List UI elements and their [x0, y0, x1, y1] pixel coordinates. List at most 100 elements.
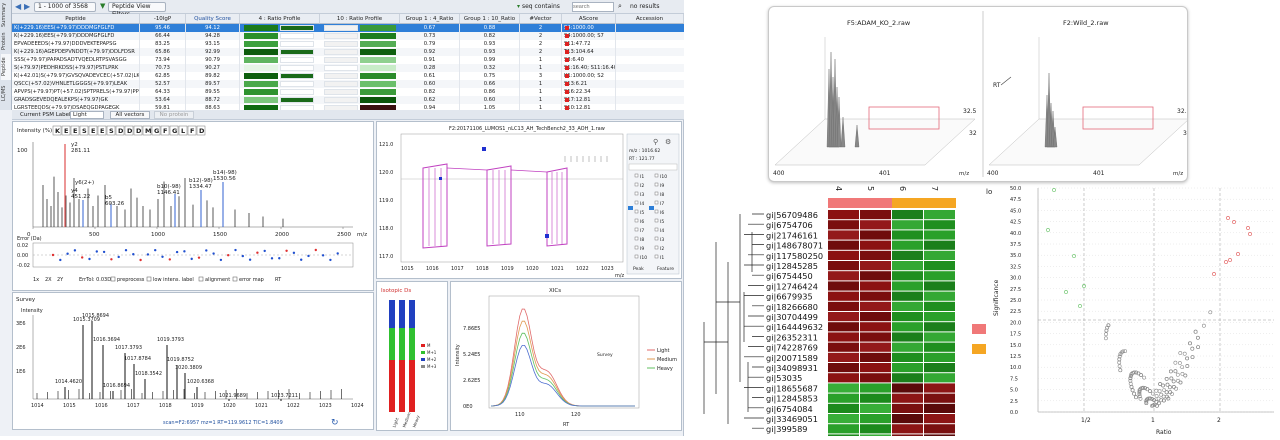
gear-icon[interactable]: ⚙ — [665, 138, 671, 146]
feature-checkbox[interactable] — [654, 254, 659, 259]
peak-checkbox[interactable] — [634, 227, 639, 232]
col-lgp[interactable]: -10lgP — [140, 14, 186, 24]
isotope-legend-label: M — [427, 343, 431, 348]
heatmap-row-label: gi|33469051 — [766, 414, 818, 424]
table-cell-r10: 0.86 — [460, 88, 520, 96]
isotope-feature-outline[interactable] — [546, 167, 568, 247]
ratio-profile-4-bar — [244, 25, 278, 31]
col-ratio-profile-4[interactable]: 4 : Ratio Profile — [240, 14, 320, 24]
peak-checkbox[interactable] — [634, 254, 639, 259]
volcano-point — [1178, 351, 1183, 355]
feature-checkbox[interactable] — [654, 227, 659, 232]
sequence-box — [70, 125, 80, 136]
col-accession[interactable]: Accession — [616, 14, 684, 24]
peak-checkbox[interactable] — [634, 191, 639, 196]
col-ascore[interactable]: AScore — [562, 14, 616, 24]
search-input[interactable] — [572, 2, 614, 12]
filter-icon[interactable]: ▼ — [100, 2, 106, 10]
peak-checkbox[interactable] — [634, 245, 639, 250]
feature-checkbox[interactable] — [654, 173, 659, 178]
col-group-4-ratio[interactable]: Group 1 : 4_Ratio — [400, 14, 460, 24]
peak-value: 451.22 — [71, 194, 90, 200]
peak-checkbox[interactable] — [634, 236, 639, 241]
table-cell-r4: 0.28 — [400, 64, 460, 72]
peak-checkbox[interactable] — [634, 209, 639, 214]
heatmap-cell — [892, 383, 923, 393]
control-checkbox[interactable] — [198, 276, 204, 282]
all-vectors-button[interactable]: All vectors — [110, 111, 150, 119]
col-peptide[interactable]: Peptide — [12, 14, 140, 24]
ratio-profile-10-bar — [360, 81, 396, 87]
precursor-marker[interactable] — [545, 234, 549, 238]
volcano-y-tick: 50.0 — [1010, 186, 1021, 192]
ratio-profile-4-bar — [280, 73, 314, 79]
heatmap-cell — [860, 291, 891, 301]
table-cell-lgp: 64.33 — [140, 88, 186, 96]
isotope-feature-outline[interactable] — [422, 163, 448, 249]
volcano-point — [1161, 398, 1166, 403]
precursor-marker[interactable] — [482, 147, 486, 151]
peak-checkbox[interactable] — [634, 218, 639, 223]
heatmap-row-label: gi|164449632 — [766, 322, 823, 332]
peak-checkbox[interactable] — [634, 200, 639, 205]
feature-checkbox[interactable] — [654, 182, 659, 187]
col-ratio-profile-10[interactable]: 10 : Ratio Profile — [320, 14, 400, 24]
feature-checkbox[interactable] — [654, 218, 659, 223]
side-tab-bar: Summary Protein Peptide LC/MS — [0, 0, 12, 110]
volcano-point — [1174, 386, 1179, 391]
no-protein-button[interactable]: No protein — [154, 111, 194, 119]
error-point — [73, 249, 77, 252]
sequence-box — [88, 125, 98, 136]
heatmap-row-label: gi|6754450 — [766, 271, 813, 281]
peak-checkbox[interactable] — [634, 182, 639, 187]
lcms-plot-area — [400, 133, 624, 263]
sequence-box — [151, 125, 161, 136]
next-page-icon[interactable]: ▶ — [24, 2, 31, 11]
psm-label-select[interactable]: Light — [70, 111, 104, 119]
isotope-feature-outline[interactable] — [486, 165, 512, 247]
refresh-icon[interactable]: ↻ — [331, 418, 339, 428]
error-point — [227, 254, 230, 257]
col-group-10-ratio[interactable]: Group 1 : 10_Ratio — [460, 14, 520, 24]
feature-checkbox[interactable] — [654, 200, 659, 205]
col-quality-score[interactable]: Quality Score — [186, 14, 240, 24]
heatmap-cell — [924, 291, 955, 301]
survey-y-tick: 3E6 — [16, 321, 26, 327]
sequence-box — [61, 125, 71, 136]
page-range-select[interactable]: 1 - 1000 of 3568 — [34, 2, 96, 12]
error-point — [205, 249, 208, 252]
ascore-marker — [565, 58, 569, 62]
feature-checkbox[interactable] — [654, 209, 659, 214]
side-tab-lcms[interactable]: LC/MS — [1, 85, 7, 101]
precursor-marker[interactable] — [439, 177, 442, 180]
volcano-point — [1082, 284, 1086, 288]
control-checkbox[interactable] — [110, 276, 116, 282]
peak-checkbox[interactable] — [634, 173, 639, 178]
volcano-point — [1164, 376, 1169, 381]
locate-input[interactable] — [628, 163, 678, 171]
feature-checkbox[interactable] — [654, 236, 659, 241]
ascore-marker — [565, 42, 569, 46]
peptide-view-filters-button[interactable]: Peptide View Filters — [108, 2, 166, 18]
volcano-point — [1132, 391, 1137, 396]
prev-page-icon[interactable]: ◀ — [15, 2, 22, 11]
feature-checkbox[interactable] — [654, 191, 659, 196]
lcms-title: F2:20171106_LUMOS1_nLC13_AH_TechBench2_3… — [449, 126, 605, 132]
control-checkbox[interactable] — [232, 276, 238, 282]
control-checkbox[interactable] — [146, 276, 152, 282]
side-tab-summary[interactable]: Summary — [1, 2, 7, 28]
volcano-point — [1169, 376, 1174, 381]
isotope-bar-m3 — [399, 300, 405, 328]
col-vector[interactable]: #Vector — [520, 14, 562, 24]
table-cell-r4: 0.91 — [400, 56, 460, 64]
side-tab-protein[interactable]: Protein — [1, 32, 7, 50]
search-mode-select[interactable]: ▾ seq contains — [517, 3, 560, 10]
volcano-point — [1129, 372, 1134, 377]
search-icon[interactable]: ⌕ — [618, 2, 622, 10]
xic-y-tick: 2.62E5 — [463, 378, 480, 384]
group-bar-2 — [892, 198, 956, 208]
sequence-box — [106, 125, 116, 136]
zoom-icon[interactable]: ⚲ — [653, 138, 658, 146]
side-tab-peptide[interactable]: Peptide — [1, 54, 11, 80]
feature-checkbox[interactable] — [654, 245, 659, 250]
